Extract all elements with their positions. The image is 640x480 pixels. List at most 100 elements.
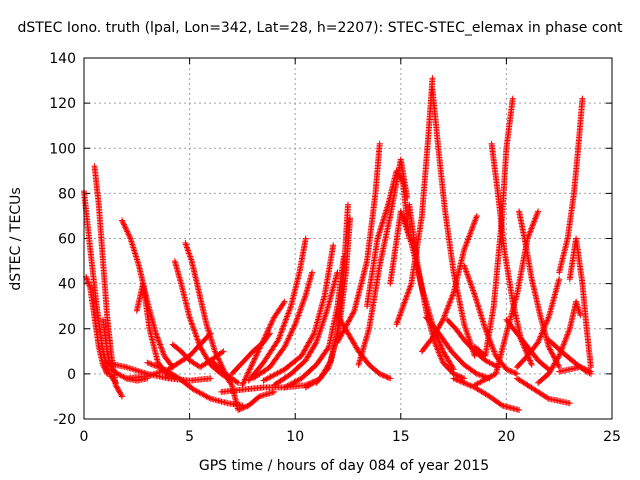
data-point [187, 315, 194, 322]
data-point [315, 331, 322, 338]
data-point [300, 348, 307, 355]
data-point [450, 291, 457, 298]
data-point [325, 365, 332, 372]
data-point [544, 317, 551, 324]
y-tick-label: 80 [58, 186, 76, 202]
data-point [443, 306, 450, 313]
data-point [306, 338, 313, 345]
data-point [543, 318, 550, 325]
data-point [345, 318, 352, 325]
data-point [233, 378, 240, 385]
data-point [249, 359, 256, 366]
data-point [86, 282, 93, 289]
data-point [536, 334, 543, 341]
data-point [436, 350, 443, 357]
data-series [249, 269, 316, 382]
data-series [364, 167, 413, 310]
y-axis-label: dSTEC / TECUs [8, 187, 24, 290]
data-point [448, 293, 455, 300]
data-point [581, 365, 588, 372]
data-point [529, 222, 536, 229]
data-point [194, 336, 201, 343]
data-point [247, 365, 254, 372]
data-point [182, 241, 189, 248]
data-point [260, 337, 267, 344]
data-point [466, 233, 473, 240]
data-point [465, 274, 472, 281]
data-point [288, 328, 295, 335]
data-point [307, 336, 314, 343]
data-point [195, 337, 202, 344]
data-series [471, 95, 516, 359]
data-point [227, 380, 234, 387]
data-series [450, 375, 523, 413]
data-series [429, 86, 478, 359]
data-point [301, 296, 308, 303]
data-point [470, 383, 477, 390]
data-point [343, 322, 350, 329]
data-point [399, 303, 406, 310]
data-point [464, 381, 471, 388]
data-point [103, 368, 110, 375]
data-point [463, 268, 470, 275]
x-axis-label: GPS time / hours of day 084 of year 2015 [199, 458, 489, 474]
data-point [464, 330, 471, 337]
data-point [393, 321, 400, 328]
data-point [121, 223, 128, 230]
data-point [282, 342, 289, 349]
y-tick-label: 120 [49, 96, 76, 112]
data-point [298, 303, 305, 310]
data-point [299, 302, 306, 309]
data-series [271, 269, 341, 389]
data-point [299, 351, 306, 358]
plot-frame [83, 57, 613, 420]
data-point [562, 337, 569, 344]
data-point [215, 356, 222, 363]
data-point [345, 201, 351, 208]
data-point [259, 339, 266, 346]
data-point [219, 349, 226, 356]
data-point [185, 247, 192, 254]
data-point [473, 212, 480, 219]
data-point [565, 330, 572, 337]
data-point [491, 348, 498, 355]
data-point [396, 312, 403, 319]
data-series [461, 262, 520, 377]
data-point [261, 334, 268, 341]
data-point [286, 332, 293, 339]
data-point [321, 313, 328, 320]
data-point [312, 378, 318, 385]
data-point [579, 95, 586, 102]
data-point [348, 313, 355, 320]
data-point [302, 235, 309, 242]
data-point [467, 382, 474, 389]
data-point [259, 338, 266, 345]
data-point [488, 342, 495, 349]
data-point [240, 380, 247, 387]
data-point [308, 335, 315, 342]
data-point [543, 320, 550, 327]
data-point [490, 345, 497, 352]
data-point [530, 221, 537, 228]
data-point [398, 306, 405, 313]
data-point [314, 334, 321, 341]
data-point [300, 299, 307, 306]
data-point [152, 362, 159, 369]
data-point [297, 306, 304, 313]
data-point [104, 370, 111, 377]
data-point [395, 315, 402, 322]
data-point [445, 303, 452, 310]
data-point [469, 284, 476, 291]
data-point [465, 275, 472, 282]
data-point [246, 366, 253, 373]
data-point [157, 341, 164, 348]
data-point [312, 340, 319, 347]
data-point [537, 333, 544, 340]
data-series [239, 298, 288, 389]
data-point [556, 352, 563, 359]
data-point [463, 328, 470, 335]
data-point [473, 214, 480, 221]
data-point [577, 312, 584, 319]
data-point [579, 365, 586, 372]
data-point [294, 313, 301, 320]
